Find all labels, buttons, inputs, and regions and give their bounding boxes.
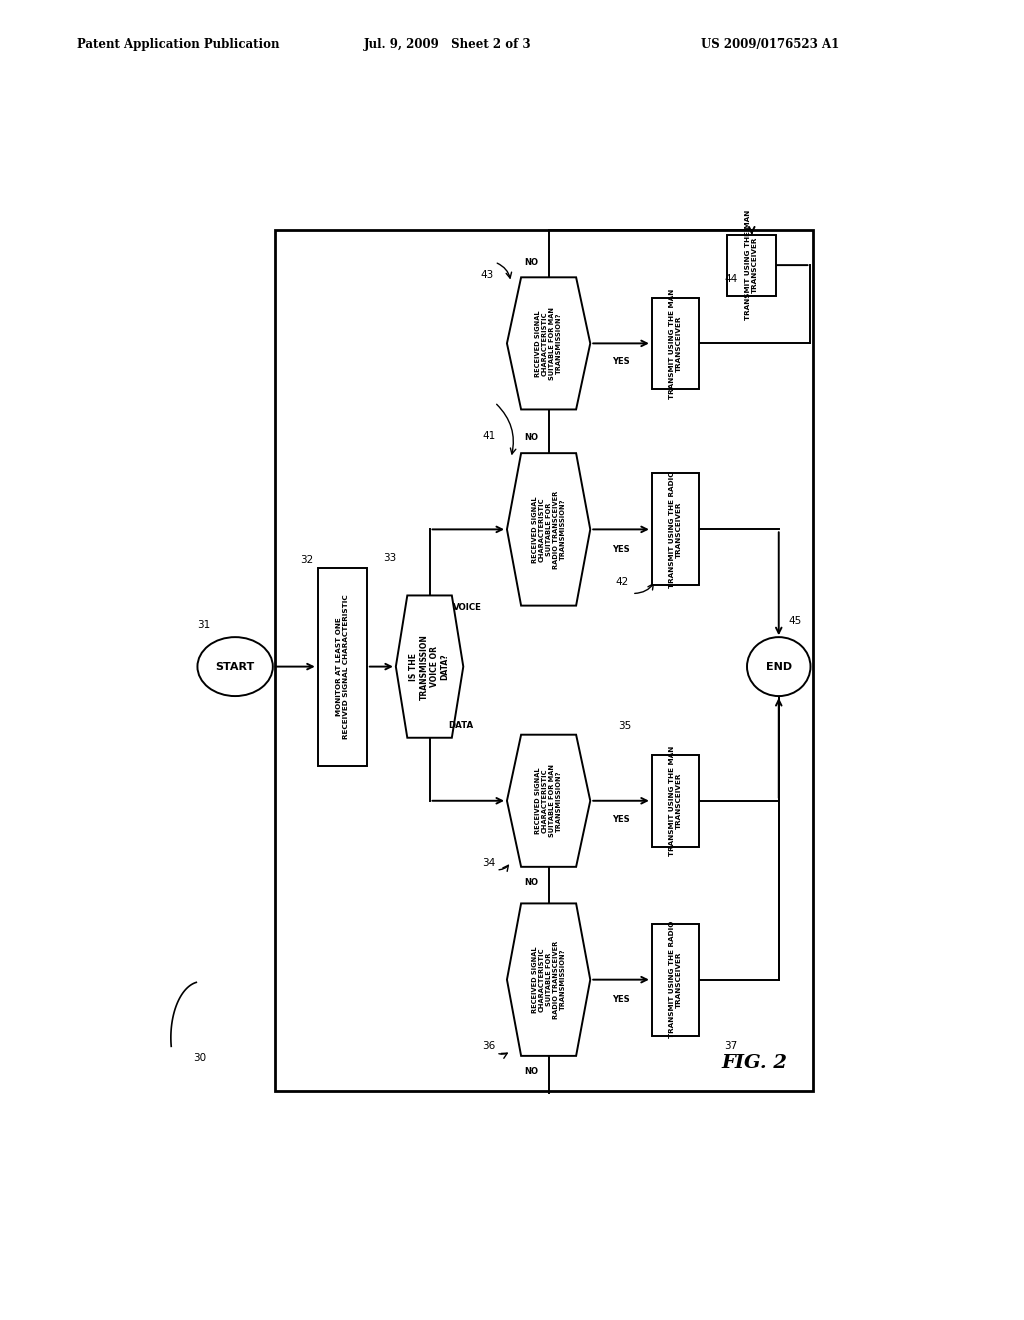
Text: 35: 35 xyxy=(618,721,632,731)
Text: 32: 32 xyxy=(300,554,313,565)
Text: NO: NO xyxy=(524,433,539,442)
Polygon shape xyxy=(507,735,590,867)
Text: 34: 34 xyxy=(482,858,496,867)
Ellipse shape xyxy=(746,638,811,696)
Text: RECEIVED SIGNAL
CHARACTERISTIC
SUITABLE FOR
RADIO TRANSCEIVER
TRANSMISSION?: RECEIVED SIGNAL CHARACTERISTIC SUITABLE … xyxy=(531,490,565,569)
FancyBboxPatch shape xyxy=(651,755,699,846)
Text: DATA: DATA xyxy=(449,721,474,730)
Text: END: END xyxy=(766,661,792,672)
Text: 44: 44 xyxy=(725,275,737,284)
Text: NO: NO xyxy=(524,257,539,267)
Text: RECEIVED SIGNAL
CHARACTERISTIC
SUITABLE FOR MAN
TRANSMISSION?: RECEIVED SIGNAL CHARACTERISTIC SUITABLE … xyxy=(536,306,562,380)
FancyBboxPatch shape xyxy=(651,924,699,1036)
FancyBboxPatch shape xyxy=(651,474,699,585)
Text: START: START xyxy=(215,661,255,672)
Text: 41: 41 xyxy=(482,430,496,441)
Text: TRANSMIT USING THE RADIO
TRANSCEIVER: TRANSMIT USING THE RADIO TRANSCEIVER xyxy=(669,921,682,1039)
Text: 43: 43 xyxy=(481,271,495,280)
Text: 37: 37 xyxy=(725,1040,737,1051)
Text: 30: 30 xyxy=(193,1053,206,1063)
Text: VOICE: VOICE xyxy=(454,603,482,612)
Text: MONITOR AT LEAST ONE
RECEIVED SIGNAL CHARACTERISTIC: MONITOR AT LEAST ONE RECEIVED SIGNAL CHA… xyxy=(336,594,349,739)
Text: FIG. 2: FIG. 2 xyxy=(722,1053,787,1072)
Text: 36: 36 xyxy=(482,1040,496,1051)
Polygon shape xyxy=(507,277,590,409)
Text: TRANSMIT USING THE MAN
TRANSCEIVER: TRANSMIT USING THE MAN TRANSCEIVER xyxy=(669,288,682,399)
Text: Jul. 9, 2009   Sheet 2 of 3: Jul. 9, 2009 Sheet 2 of 3 xyxy=(364,38,531,51)
Text: TRANSMIT USING THE MAN
TRANSCEIVER: TRANSMIT USING THE MAN TRANSCEIVER xyxy=(669,746,682,855)
Text: YES: YES xyxy=(612,995,630,1005)
Text: US 2009/0176523 A1: US 2009/0176523 A1 xyxy=(701,38,840,51)
Text: NO: NO xyxy=(524,878,539,887)
Text: IS THE
TRANSMISSION
VOICE OR
DATA?: IS THE TRANSMISSION VOICE OR DATA? xyxy=(410,634,450,700)
Text: TRANSMIT USING THE MAN
TRANSCEIVER: TRANSMIT USING THE MAN TRANSCEIVER xyxy=(745,210,758,321)
Polygon shape xyxy=(507,453,590,606)
Ellipse shape xyxy=(198,638,272,696)
Text: RECEIVED SIGNAL
CHARACTERISTIC
SUITABLE FOR
RADIO TRANSCEIVER
TRANSMISSION?: RECEIVED SIGNAL CHARACTERISTIC SUITABLE … xyxy=(531,941,565,1019)
Text: 42: 42 xyxy=(615,577,629,587)
Polygon shape xyxy=(396,595,463,738)
Text: NO: NO xyxy=(524,1067,539,1076)
Text: YES: YES xyxy=(612,814,630,824)
Text: YES: YES xyxy=(612,545,630,554)
Polygon shape xyxy=(507,903,590,1056)
Text: 45: 45 xyxy=(788,616,801,626)
Text: TRANSMIT USING THE RADIO
TRANSCEIVER: TRANSMIT USING THE RADIO TRANSCEIVER xyxy=(669,471,682,589)
FancyBboxPatch shape xyxy=(651,297,699,389)
Text: 31: 31 xyxy=(198,620,211,630)
Bar xyxy=(274,230,813,1092)
Text: RECEIVED SIGNAL
CHARACTERISTIC
SUITABLE FOR MAN
TRANSMISSION?: RECEIVED SIGNAL CHARACTERISTIC SUITABLE … xyxy=(536,764,562,837)
Text: 33: 33 xyxy=(383,553,396,562)
FancyBboxPatch shape xyxy=(317,568,367,766)
Text: Patent Application Publication: Patent Application Publication xyxy=(77,38,280,51)
FancyBboxPatch shape xyxy=(727,235,776,296)
Text: YES: YES xyxy=(612,358,630,366)
